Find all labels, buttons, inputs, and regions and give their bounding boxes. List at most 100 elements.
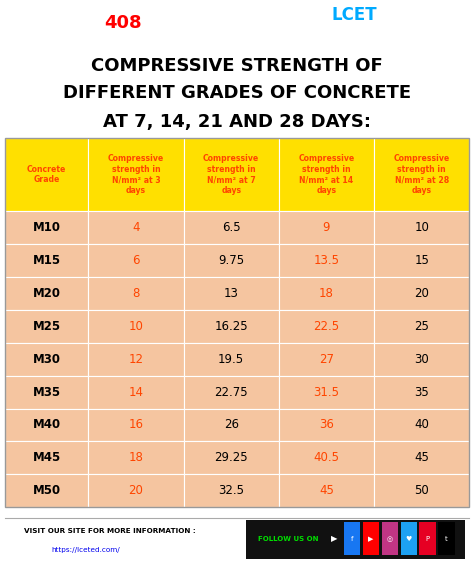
- Text: AT 7, 14, 21 AND 28 DAYS:: AT 7, 14, 21 AND 28 DAYS:: [103, 112, 371, 131]
- Text: 22.75: 22.75: [214, 386, 248, 399]
- Text: COMPRESSIVE STRENGTH OF: COMPRESSIVE STRENGTH OF: [91, 57, 383, 76]
- Text: Compressive
strength in
N/mm² at 28
days: Compressive strength in N/mm² at 28 days: [393, 154, 450, 195]
- Text: INSTITUTE FOR CIVIL ENGINEERS: INSTITUTE FOR CIVIL ENGINEERS: [339, 35, 425, 40]
- Text: M20: M20: [33, 287, 61, 300]
- Text: 13.5: 13.5: [313, 254, 339, 267]
- Bar: [5, 310, 88, 343]
- Text: 9: 9: [323, 221, 330, 234]
- Bar: [183, 138, 279, 211]
- Bar: [183, 376, 279, 409]
- Bar: [438, 522, 455, 555]
- Bar: [183, 244, 279, 277]
- Bar: [374, 409, 469, 441]
- Text: 45: 45: [414, 452, 429, 464]
- Bar: [279, 310, 374, 343]
- Bar: [183, 277, 279, 310]
- Bar: [374, 343, 469, 376]
- Bar: [279, 244, 374, 277]
- Text: Compressive
strength in
N/mm² at 7
days: Compressive strength in N/mm² at 7 days: [203, 154, 259, 195]
- Text: 16.25: 16.25: [214, 320, 248, 333]
- Bar: [88, 310, 183, 343]
- Text: 45: 45: [319, 484, 334, 497]
- Bar: [88, 474, 183, 507]
- Bar: [401, 522, 417, 555]
- Bar: [279, 474, 374, 507]
- Text: 30: 30: [414, 353, 429, 366]
- Bar: [5, 474, 88, 507]
- Bar: [88, 441, 183, 474]
- Text: 19.5: 19.5: [218, 353, 244, 366]
- Bar: [88, 409, 183, 441]
- Text: 18: 18: [128, 452, 144, 464]
- Text: Compressive
strength in
N/mm² at 14
days: Compressive strength in N/mm² at 14 days: [298, 154, 355, 195]
- Text: P: P: [426, 536, 429, 541]
- Text: ™: ™: [462, 10, 469, 17]
- Text: https://lceted.com/: https://lceted.com/: [51, 547, 120, 553]
- Text: Compressive
strength in
N/mm² at 3
days: Compressive strength in N/mm² at 3 days: [108, 154, 164, 195]
- Text: FOLLOW US ON: FOLLOW US ON: [258, 536, 319, 541]
- Bar: [279, 138, 374, 211]
- Text: M45: M45: [32, 452, 61, 464]
- Bar: [279, 211, 374, 244]
- Bar: [382, 522, 398, 555]
- Text: 6: 6: [132, 254, 140, 267]
- Text: ◎: ◎: [387, 536, 392, 541]
- Text: 25: 25: [414, 320, 429, 333]
- Bar: [5, 138, 88, 211]
- Text: 10: 10: [414, 221, 429, 234]
- Text: 20: 20: [414, 287, 429, 300]
- Text: 12: 12: [128, 353, 144, 366]
- Bar: [374, 244, 469, 277]
- Text: M25: M25: [33, 320, 61, 333]
- Bar: [88, 244, 183, 277]
- Text: ▶: ▶: [368, 536, 374, 541]
- Bar: [279, 409, 374, 441]
- Text: VISIT OUR SITE FOR MORE INFORMATION :: VISIT OUR SITE FOR MORE INFORMATION :: [24, 528, 195, 535]
- Bar: [5, 409, 88, 441]
- Text: ED: ED: [419, 6, 445, 25]
- Bar: [88, 211, 183, 244]
- Text: 8: 8: [132, 287, 140, 300]
- Bar: [183, 211, 279, 244]
- Text: 6.5: 6.5: [222, 221, 240, 234]
- Bar: [279, 441, 374, 474]
- Text: 408: 408: [104, 14, 142, 32]
- Text: 50: 50: [414, 484, 429, 497]
- Bar: [5, 441, 88, 474]
- Bar: [374, 277, 469, 310]
- Bar: [88, 138, 183, 211]
- Bar: [419, 522, 436, 555]
- Text: 22.5: 22.5: [313, 320, 339, 333]
- Text: 10: 10: [128, 320, 144, 333]
- Text: ♥: ♥: [405, 536, 412, 541]
- Text: M50: M50: [33, 484, 61, 497]
- Bar: [279, 277, 374, 310]
- Text: 14: 14: [128, 386, 144, 399]
- Text: ▶: ▶: [331, 534, 337, 543]
- Bar: [5, 211, 88, 244]
- Text: M40: M40: [33, 418, 61, 431]
- Bar: [374, 138, 469, 211]
- Text: TIPS: TIPS: [19, 14, 64, 32]
- Bar: [183, 409, 279, 441]
- Text: 20: 20: [128, 484, 144, 497]
- Text: 26: 26: [224, 418, 239, 431]
- Text: LCET: LCET: [332, 6, 377, 25]
- Text: Concrete
Grade: Concrete Grade: [27, 165, 66, 184]
- Text: 35: 35: [414, 386, 429, 399]
- Bar: [5, 244, 88, 277]
- Text: 29.25: 29.25: [214, 452, 248, 464]
- Bar: [5, 277, 88, 310]
- Bar: [183, 474, 279, 507]
- Text: 9.75: 9.75: [218, 254, 244, 267]
- Bar: [88, 277, 183, 310]
- Bar: [374, 376, 469, 409]
- Text: 36: 36: [319, 418, 334, 431]
- Text: M35: M35: [33, 386, 61, 399]
- Bar: [374, 211, 469, 244]
- Bar: [374, 441, 469, 474]
- Bar: [5, 343, 88, 376]
- Bar: [363, 522, 379, 555]
- Bar: [279, 343, 374, 376]
- Text: M10: M10: [33, 221, 61, 234]
